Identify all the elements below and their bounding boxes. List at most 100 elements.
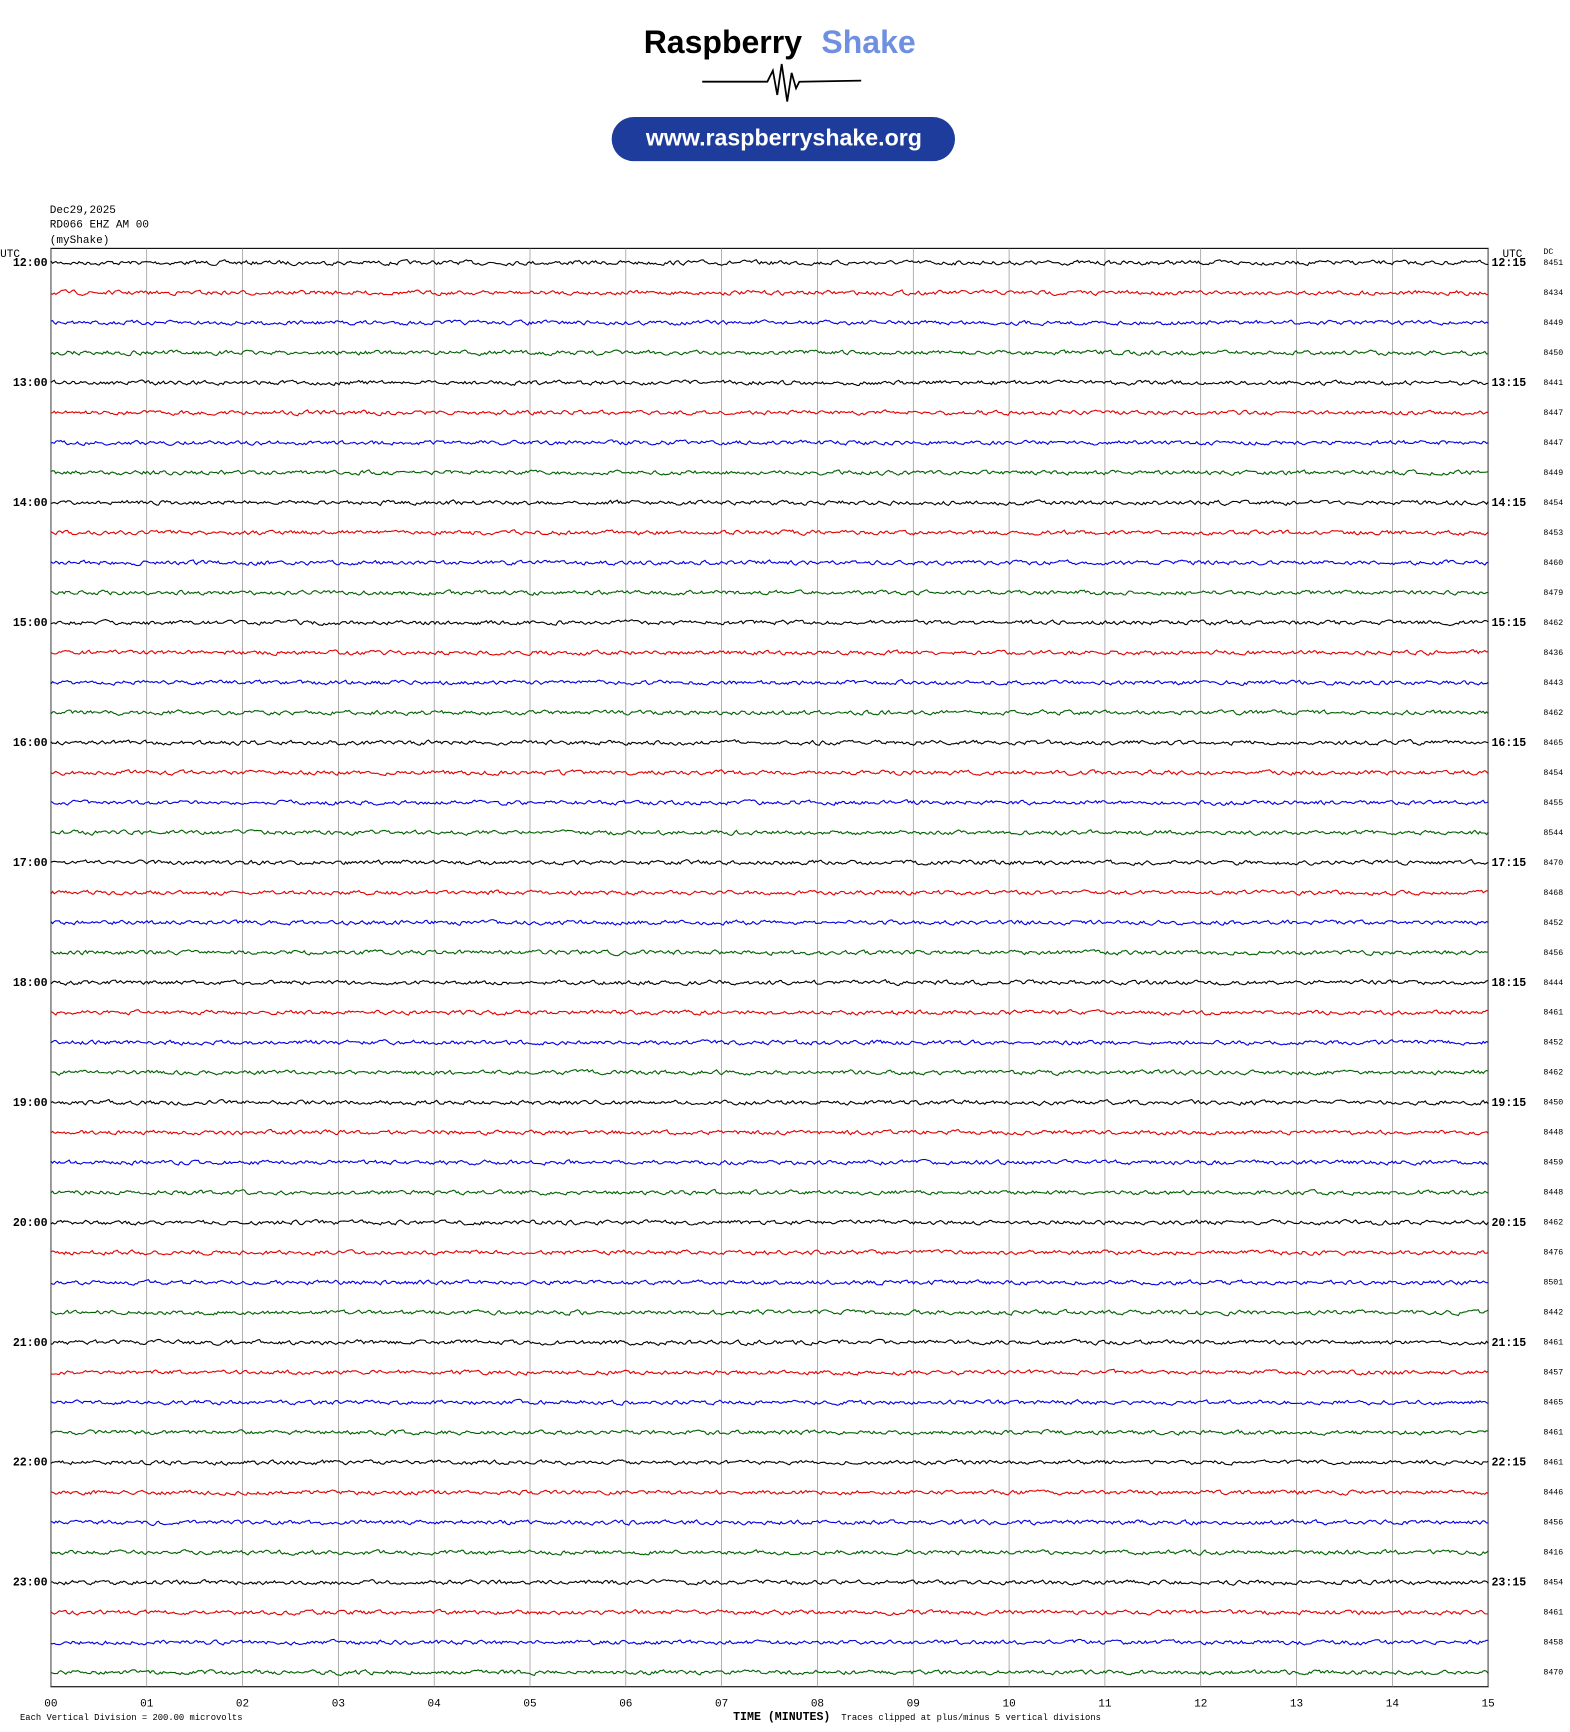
dc-value: 8461 xyxy=(1543,1009,1563,1018)
left-axis-title: UTC xyxy=(0,249,20,261)
trace xyxy=(50,978,1489,987)
dc-value: 8453 xyxy=(1543,529,1563,538)
trace xyxy=(50,1638,1489,1646)
left-time: 13:00 xyxy=(13,377,48,390)
dc-value: 8461 xyxy=(1543,1609,1563,1618)
trace xyxy=(50,1398,1489,1406)
dc-value: 8452 xyxy=(1543,1039,1563,1048)
x-tick-label: 05 xyxy=(523,1699,536,1711)
right-time: 22:15 xyxy=(1491,1457,1526,1470)
trace xyxy=(50,1098,1489,1107)
left-time: 16:00 xyxy=(13,737,48,750)
date: Dec29,2025 xyxy=(50,205,116,217)
dc-value: 8456 xyxy=(1543,949,1563,958)
dc-value: 8454 xyxy=(1543,769,1563,778)
trace xyxy=(50,1218,1489,1226)
trace xyxy=(50,1279,1489,1286)
dc-title: DC xyxy=(1543,248,1553,257)
trace xyxy=(50,1458,1489,1466)
dc-value: 8544 xyxy=(1543,829,1563,838)
dc-value: 8470 xyxy=(1543,859,1563,868)
trace xyxy=(50,619,1489,627)
dc-value: 8434 xyxy=(1543,289,1563,298)
url[interactable]: www.raspberryshake.org xyxy=(645,125,922,151)
trace xyxy=(50,858,1489,866)
left-time: 14:00 xyxy=(13,497,48,510)
dc-value: 8461 xyxy=(1543,1459,1563,1468)
dc-value: 8457 xyxy=(1543,1369,1563,1378)
dc-value: 8448 xyxy=(1543,1129,1563,1138)
trace xyxy=(50,409,1489,417)
right-time: 12:15 xyxy=(1491,257,1526,270)
left-time: 23:00 xyxy=(13,1577,48,1590)
trace xyxy=(50,1519,1489,1527)
dc-value: 8460 xyxy=(1543,559,1563,568)
trace xyxy=(50,319,1489,327)
trace xyxy=(50,769,1489,776)
url-pill[interactable] xyxy=(611,117,955,162)
dc-value: 8454 xyxy=(1543,499,1563,508)
scale-note: Each Vertical Division = 200.00 microvol… xyxy=(20,1713,243,1723)
x-tick-label: 06 xyxy=(619,1699,632,1711)
right-time: 21:15 xyxy=(1491,1337,1526,1350)
dc-value: 8461 xyxy=(1543,1339,1563,1348)
dc-value: 8449 xyxy=(1543,469,1563,478)
right-time: 23:15 xyxy=(1491,1577,1526,1590)
right-time: 20:15 xyxy=(1491,1217,1526,1230)
dc-value: 8436 xyxy=(1543,649,1563,658)
dc-value: 8447 xyxy=(1543,439,1563,448)
trace xyxy=(50,469,1489,476)
dc-value: 8462 xyxy=(1543,619,1563,628)
left-time: 21:00 xyxy=(13,1337,48,1350)
trace xyxy=(50,1338,1489,1347)
dc-value: 8468 xyxy=(1543,889,1563,898)
left-time: 22:00 xyxy=(13,1457,48,1470)
dc-value: 8446 xyxy=(1543,1489,1563,1498)
dc-value: 8462 xyxy=(1543,1069,1563,1078)
dc-value: 8441 xyxy=(1543,379,1563,388)
left-time: 19:00 xyxy=(13,1097,48,1110)
left-time: 20:00 xyxy=(13,1217,48,1230)
x-tick-label: 10 xyxy=(1002,1699,1015,1711)
left-time: 15:00 xyxy=(13,617,48,630)
trace xyxy=(50,349,1489,357)
dc-value: 8416 xyxy=(1543,1549,1563,1558)
trace xyxy=(50,1428,1489,1436)
x-tick-label: 15 xyxy=(1482,1699,1495,1711)
dc-value: 8462 xyxy=(1543,709,1563,718)
trace xyxy=(50,799,1489,806)
trace xyxy=(50,1308,1489,1317)
x-tick-label: 09 xyxy=(907,1699,920,1711)
x-tick-label: 11 xyxy=(1098,1699,1112,1711)
trace xyxy=(50,499,1489,507)
dc-value: 8459 xyxy=(1543,1159,1563,1168)
trace xyxy=(50,829,1489,837)
x-tick-label: 07 xyxy=(715,1699,728,1711)
trace xyxy=(50,379,1489,387)
dc-value: 8456 xyxy=(1543,1519,1563,1528)
x-tick-label: 02 xyxy=(236,1699,249,1711)
dc-value: 8470 xyxy=(1543,1669,1563,1678)
right-time: 13:15 xyxy=(1491,377,1526,390)
dc-value: 8476 xyxy=(1543,1249,1563,1258)
trace xyxy=(50,919,1489,927)
trace xyxy=(50,709,1489,717)
x-tick-label: 12 xyxy=(1194,1699,1207,1711)
dc-value: 8458 xyxy=(1543,1639,1563,1648)
plot-frame xyxy=(50,247,1489,1688)
trace xyxy=(50,679,1489,686)
trace xyxy=(50,259,1489,267)
right-time: 16:15 xyxy=(1491,737,1526,750)
trace xyxy=(50,1249,1489,1256)
trace xyxy=(50,559,1489,567)
dc-value: 8462 xyxy=(1543,1219,1563,1228)
trace xyxy=(50,529,1489,536)
right-time: 17:15 xyxy=(1491,857,1526,870)
right-time: 19:15 xyxy=(1491,1097,1526,1110)
dc-value: 8443 xyxy=(1543,679,1563,688)
trace xyxy=(50,889,1489,897)
x-tick-label: 03 xyxy=(332,1699,345,1711)
trace xyxy=(50,1008,1489,1016)
station: RD066 EHZ AM 00 xyxy=(50,219,149,231)
